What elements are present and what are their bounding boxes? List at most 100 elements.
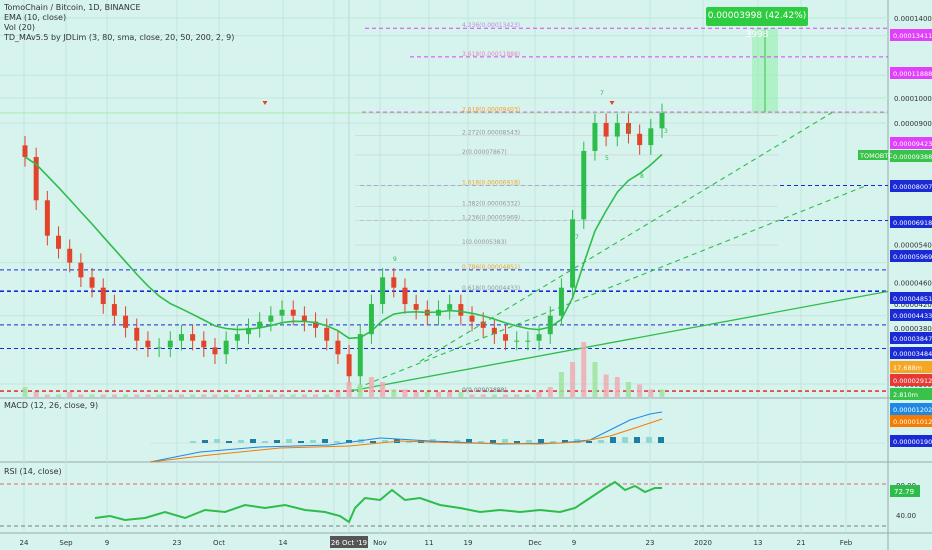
- legend-vol: Vol (20): [4, 23, 35, 32]
- volume-bar: [156, 394, 162, 397]
- macd-histogram-bar: [634, 437, 640, 443]
- candle-body: [637, 133, 643, 146]
- macd-histogram-bar: [286, 439, 292, 443]
- price-tag-bg: [890, 250, 932, 262]
- candle-body: [67, 248, 73, 263]
- rsi-label: RSI (14, close): [4, 467, 62, 476]
- candle-body: [402, 287, 408, 305]
- candle-body: [391, 277, 397, 288]
- macd-histogram-bar: [514, 441, 520, 443]
- price-tag-bg: [890, 388, 932, 400]
- candle-body: [581, 150, 587, 220]
- macd-tag-value: 0.00000190: [893, 438, 932, 446]
- price-tag: 0.00002912: [890, 374, 932, 386]
- time-axis-label: 23: [173, 539, 182, 547]
- macd-tag-value: 0.00001202: [893, 406, 932, 414]
- volume-bar: [290, 394, 296, 397]
- volume-bar: [424, 392, 430, 397]
- price-tag: 0.00013411: [890, 29, 932, 41]
- candle-body: [78, 262, 84, 278]
- time-axis-label: 2020: [694, 539, 712, 547]
- price-tag: 0.00004851: [890, 292, 932, 304]
- price-tag-value: 0.00004433: [893, 312, 932, 320]
- macd-histogram-bar: [538, 439, 544, 443]
- td-count-label: 7: [600, 90, 604, 97]
- price-tag-bg: [890, 137, 932, 149]
- td-count-label: 5: [605, 155, 609, 162]
- legend-title: TomoChain / Bitcoin, 1D, BINANCE: [4, 3, 141, 12]
- volume-bar: [201, 394, 207, 397]
- price-tag-bg: [890, 216, 932, 228]
- macd-tag-bg: [890, 415, 932, 427]
- price-tag-value: 0.00013411: [893, 32, 932, 40]
- volume-bar: [368, 377, 374, 397]
- price-tag-value: 0.00004851: [893, 295, 932, 303]
- legend-td: TD_MAv5.5 by JDLim (3, 80, sma, close, 2…: [4, 33, 235, 42]
- candle-body: [234, 334, 240, 341]
- price-tag: 0.00008007: [890, 180, 932, 192]
- fib-label: 1(0.00005383): [462, 239, 507, 246]
- volume-bar: [659, 389, 665, 397]
- macd-histogram-bar: [610, 437, 616, 443]
- candle-body: [178, 334, 184, 341]
- candle-body: [469, 315, 475, 322]
- volume-bar: [223, 394, 229, 397]
- price-tag-value: 0.00005969: [893, 253, 932, 261]
- price-tag-value: 2.810m: [893, 391, 918, 399]
- macd-histogram-bar: [238, 440, 244, 443]
- volume-bar: [190, 394, 196, 397]
- candle-body: [134, 327, 140, 341]
- candle-body: [156, 347, 162, 349]
- price-tag-value: 0.00006918: [893, 219, 932, 227]
- candle-body: [558, 287, 564, 316]
- fib-label: 1.236(0.00005969): [462, 215, 520, 222]
- volume-bar: [313, 394, 319, 397]
- candle-body: [625, 122, 631, 134]
- price-tag-bg: [890, 292, 932, 304]
- macd-histogram-bar: [598, 440, 604, 443]
- macd-histogram-bar: [526, 440, 532, 443]
- time-axis-label: 19: [464, 539, 473, 547]
- candle-body: [458, 304, 464, 316]
- macd-histogram-bar: [310, 440, 316, 443]
- candle-body: [570, 219, 576, 288]
- candle-body: [480, 321, 486, 328]
- volume-bar: [480, 394, 486, 397]
- candle-body: [123, 315, 129, 328]
- candle-body: [201, 340, 207, 348]
- candle-body: [324, 327, 330, 341]
- fib-label: 3.618(0.00011888): [462, 51, 520, 58]
- fib-label: 2.272(0.00008543): [462, 129, 520, 136]
- volume-bar: [44, 394, 50, 397]
- volume-bar: [391, 389, 397, 397]
- macd-histogram-bar: [622, 437, 628, 443]
- td-count-label: 7: [575, 234, 579, 241]
- volume-bar: [100, 394, 106, 397]
- volume-bar: [592, 362, 598, 397]
- candle-body: [346, 354, 352, 377]
- volume-bar: [246, 394, 252, 397]
- fib-label: 0(0.00002888): [462, 387, 507, 394]
- price-tag: 2.810m: [890, 388, 932, 400]
- trend-line-solid: [348, 290, 889, 392]
- volume-bar: [581, 342, 587, 397]
- price-tag: 0.00004433: [890, 309, 932, 321]
- macd-label: MACD (12, 26, close, 9): [4, 401, 99, 410]
- candle-body: [44, 200, 50, 236]
- volume-bar: [514, 394, 520, 397]
- candle-body: [413, 304, 419, 310]
- macd-histogram-bar: [646, 437, 652, 443]
- price-tag: 0.00005969: [890, 250, 932, 262]
- price-tag: 0.00003847: [890, 332, 932, 344]
- macd-histogram-bar: [322, 439, 328, 443]
- candle-body: [525, 340, 531, 342]
- candle-body: [89, 277, 95, 288]
- candle-body: [33, 156, 39, 201]
- candle-body: [167, 340, 173, 348]
- volume-bar: [33, 392, 39, 397]
- price-tag-bg: [890, 29, 932, 41]
